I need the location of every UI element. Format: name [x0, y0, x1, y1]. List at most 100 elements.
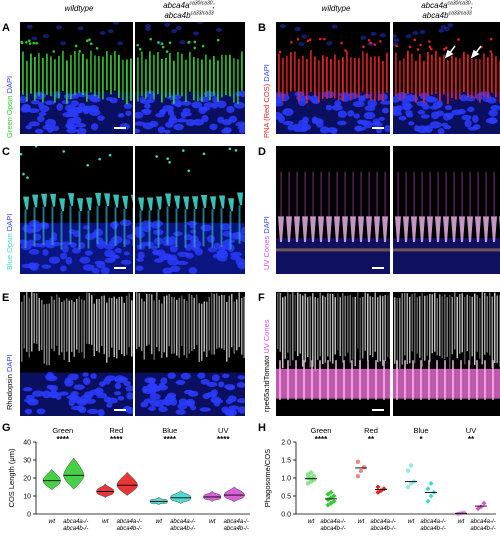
data-point-mut — [481, 500, 487, 506]
scale-bar — [372, 267, 384, 269]
panel-letter-f: F — [258, 292, 265, 304]
y-tick-label: 20 — [23, 476, 31, 483]
scale-bar — [114, 409, 126, 411]
data-point-mut — [428, 493, 434, 499]
panel-c-label: Blue Opsin DAPI — [5, 213, 14, 270]
x-label-wt: wt — [458, 518, 466, 525]
group-name: UV — [466, 426, 476, 435]
scale-bar — [114, 127, 126, 129]
scale-bar — [372, 409, 384, 411]
x-label-wt: wt — [408, 518, 416, 525]
data-point-wt — [355, 459, 361, 464]
data-point-wt — [461, 510, 467, 515]
x-label-wt: wt — [308, 518, 316, 525]
y-tick-label: 1.0 — [281, 476, 291, 483]
x-label-mut: abca4b-/- — [170, 526, 195, 532]
data-point-wt — [405, 484, 411, 490]
panel-f-label: rpe65a:tdTomato UV Cones — [262, 319, 271, 412]
x-label-wt: wt — [49, 518, 57, 525]
micrograph-d-mut — [393, 146, 500, 274]
x-label-mut: abca4a-/- — [370, 519, 395, 525]
violin — [116, 471, 138, 496]
data-point-mut — [331, 498, 337, 504]
y-axis-label: COS Length (μm) — [7, 448, 16, 507]
micrograph-c-mut — [135, 146, 245, 274]
violin — [63, 457, 85, 490]
violin — [203, 490, 222, 502]
y-tick-label: 10 — [23, 494, 31, 501]
micrograph-f-mut — [393, 292, 500, 416]
x-label-mut: abca4a-/- — [320, 519, 345, 525]
micrograph-d-wt — [276, 146, 390, 274]
data-point-wt — [408, 463, 414, 468]
panel-d-label: UV Cones DAPI — [262, 216, 271, 270]
significance-label: ** — [468, 435, 475, 444]
arrow-head-icon — [444, 49, 454, 59]
data-point-mut — [478, 504, 484, 510]
y-tick-label: 0.5 — [281, 494, 291, 501]
panel-letter-d: D — [258, 146, 266, 158]
group-name: Green — [311, 426, 332, 435]
x-label-mut: abca4a-/- — [420, 519, 445, 525]
data-point-wt — [358, 468, 364, 473]
x-label-wt: wt — [209, 518, 217, 525]
violin — [96, 483, 115, 499]
micrograph-a-wt — [20, 22, 133, 134]
micrograph-b-mut — [393, 22, 500, 134]
data-point-mut — [428, 480, 434, 486]
panel-letter-h: H — [258, 422, 266, 434]
data-point-wt — [355, 474, 361, 479]
significance-label: **** — [57, 435, 70, 444]
violin — [223, 486, 245, 503]
scale-bar — [114, 267, 126, 269]
group-name: Green — [52, 426, 73, 435]
significance-label: **** — [164, 435, 177, 444]
violin — [42, 468, 61, 491]
y-tick-label: 40 — [23, 440, 31, 447]
header-mutant-right: abca4aca30/ca30; abca4bca33/ca33 — [393, 0, 500, 20]
x-label-mut: abca4b-/- — [224, 526, 249, 532]
x-label-wt: wt — [156, 518, 164, 525]
mut-line2: abca4bca33/ca33 — [422, 10, 472, 21]
panel-letter-g: G — [2, 422, 11, 434]
data-point-wt — [311, 474, 317, 479]
micrograph-e-mut — [135, 292, 245, 416]
group-name: Red — [364, 426, 378, 435]
panel-letter-a: A — [2, 22, 10, 34]
panel-letter-e: E — [2, 292, 10, 304]
data-point-mut — [331, 493, 337, 499]
y-tick-label: 1.5 — [281, 458, 291, 465]
x-label-mut: abca4b-/- — [470, 526, 495, 532]
panel-a-label: Green Opsin DAPI — [5, 75, 14, 138]
group-name: Red — [109, 426, 123, 435]
data-point-wt — [405, 468, 411, 473]
x-label-mut: abca4a-/- — [170, 519, 195, 525]
data-point-wt — [361, 465, 367, 470]
micrograph-c-wt — [20, 146, 133, 274]
group-name: Blue — [162, 426, 177, 435]
header-wildtype-left: wildtype — [64, 4, 94, 13]
x-label-mut: abca4b-/- — [117, 526, 142, 532]
micrograph-a-mut — [135, 22, 245, 134]
x-label-mut: abca4b-/- — [420, 526, 445, 532]
data-point-mut — [425, 498, 431, 504]
mut-line2: abca4bca33/ca33 — [164, 10, 214, 21]
header-wildtype-right: wildtype — [321, 4, 351, 13]
panel-e-label: Rhodopsin DAPI — [5, 354, 14, 410]
significance-label: **** — [110, 435, 123, 444]
y-axis-label: Phagosome/COS — [263, 449, 272, 507]
x-label-mut: abca4a-/- — [63, 519, 88, 525]
x-label-mut: abca4b-/- — [320, 526, 345, 532]
x-label-mut: abca4a-/- — [117, 519, 142, 525]
violin — [170, 490, 192, 504]
micrograph-e-wt — [20, 292, 133, 416]
arrow-head-icon — [470, 49, 480, 59]
x-label-mut: abca4a-/- — [224, 519, 249, 525]
scale-bar — [372, 127, 384, 129]
data-point-wt — [308, 470, 314, 475]
data-point-mut — [381, 486, 387, 492]
group-name: Blue — [413, 426, 428, 435]
panel-letter-c: C — [2, 146, 10, 158]
data-point-mut — [425, 486, 431, 492]
